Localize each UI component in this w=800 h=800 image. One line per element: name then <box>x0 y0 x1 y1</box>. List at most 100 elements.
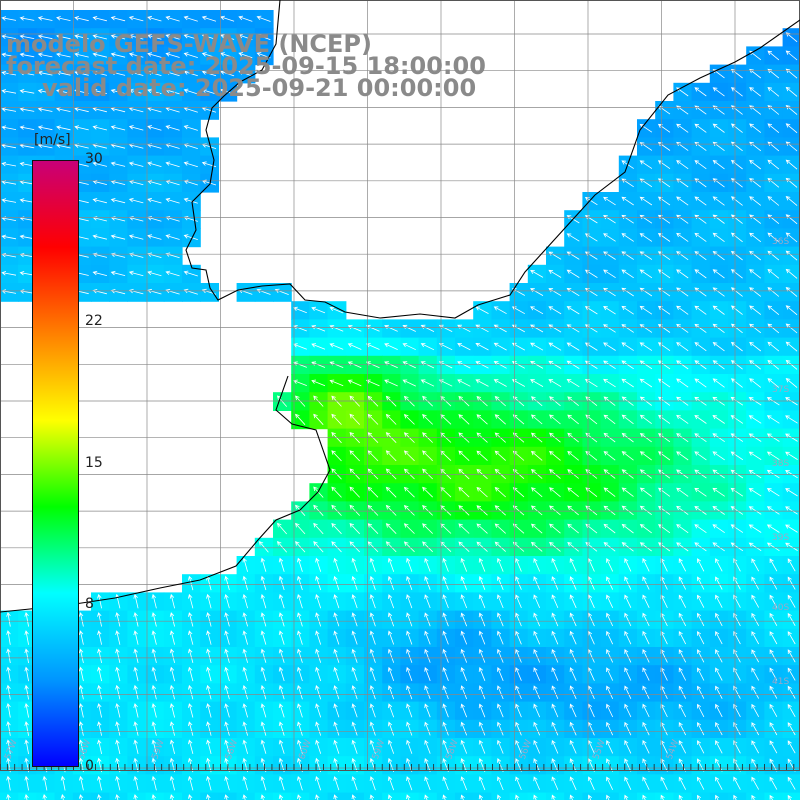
wind-arrow <box>406 666 413 682</box>
wind-arrow <box>351 666 358 682</box>
wind-arrow <box>587 594 595 609</box>
wind-arrow <box>678 685 687 699</box>
wind-arrow <box>787 703 796 717</box>
wind-arrow <box>642 612 650 627</box>
wind-arrow <box>422 486 433 498</box>
wind-arrow <box>311 325 326 332</box>
wind-arrow <box>730 287 743 297</box>
wind-arrow <box>1 271 17 276</box>
wind-arrow <box>715 776 723 790</box>
wind-arrow <box>587 685 595 700</box>
wind-arrow <box>606 776 614 790</box>
wind-arrow <box>730 269 743 279</box>
wind-arrow <box>206 775 212 791</box>
wind-arrow <box>19 52 35 58</box>
wind-arrow <box>694 305 707 315</box>
wind-arrow <box>621 305 634 315</box>
wind-arrow <box>785 506 798 515</box>
wind-arrow <box>767 141 780 152</box>
wind-cell <box>673 792 693 800</box>
wind-arrow <box>169 721 175 736</box>
wind-arrow <box>624 721 632 736</box>
wind-arrow <box>224 648 230 663</box>
wind-arrow <box>549 541 561 552</box>
wind-arrow <box>730 123 743 133</box>
wind-arrow <box>369 557 376 572</box>
wind-arrow <box>749 141 762 152</box>
wind-arrow <box>749 341 762 352</box>
wind-arrow <box>256 15 271 22</box>
wind-arrow <box>533 594 541 609</box>
wind-arrow <box>493 306 507 315</box>
wind-arrow <box>606 594 614 608</box>
wind-arrow <box>256 33 271 41</box>
model-title: modelo GEFS-WAVE (NCEP) <box>6 30 372 58</box>
wind-arrow <box>424 794 429 800</box>
wind-arrow <box>769 612 778 626</box>
wind-arrow <box>313 541 324 553</box>
wind-arrow <box>147 34 162 40</box>
wind-arrow <box>19 70 35 76</box>
wind-arrow <box>533 685 541 700</box>
wind-arrow <box>694 451 707 461</box>
wind-arrow <box>403 414 415 425</box>
wind-arrow <box>548 342 562 351</box>
wind-arrow <box>676 269 689 279</box>
wind-arrow <box>621 523 634 534</box>
wind-arrow <box>165 161 180 168</box>
wind-arrow <box>406 612 413 627</box>
wind-arrow <box>751 649 760 663</box>
wind-arrow <box>587 630 595 645</box>
wind-arrow <box>188 666 194 682</box>
wind-arrow <box>621 414 634 425</box>
wind-arrow <box>351 685 358 700</box>
wind-arrow <box>169 630 175 645</box>
wind-arrow <box>224 721 230 736</box>
wind-arrow <box>276 522 288 535</box>
wind-arrow <box>242 666 248 682</box>
wind-arrow <box>730 451 744 461</box>
wind-arrow <box>92 52 107 58</box>
wind-arrow <box>551 594 559 609</box>
wind-cell <box>782 119 800 138</box>
wind-arrow <box>24 739 29 755</box>
wind-arrow <box>347 379 362 387</box>
wind-arrow <box>224 594 230 609</box>
wind-arrow <box>476 541 488 552</box>
wind-arrow <box>767 232 780 243</box>
wind-arrow <box>333 630 340 645</box>
wind-arrow <box>60 775 66 791</box>
wind-arrow <box>497 721 504 736</box>
wind-arrow <box>369 685 376 700</box>
wind-arrow <box>587 667 595 681</box>
wind-arrow <box>642 794 647 800</box>
wind-arrow <box>331 450 342 462</box>
wind-arrow <box>1 34 17 39</box>
wind-arrow <box>206 612 212 627</box>
wind-arrow <box>188 630 194 645</box>
wind-arrow <box>387 703 395 718</box>
wind-arrow <box>242 557 248 572</box>
wind-arrow <box>676 542 689 552</box>
wind-arrow <box>767 378 780 388</box>
wind-arrow <box>313 413 324 425</box>
wind-arrow <box>278 612 285 627</box>
wind-arrow <box>369 594 376 609</box>
wind-arrow <box>676 487 689 497</box>
wind-arrow <box>97 794 102 800</box>
wind-arrow <box>242 739 248 754</box>
wind-arrow <box>351 594 358 609</box>
wind-cell <box>782 101 800 120</box>
wind-arrow <box>587 648 595 663</box>
wind-arrow <box>278 648 285 663</box>
wind-arrow <box>133 684 139 700</box>
wind-arrow <box>147 70 162 76</box>
wind-arrow <box>92 234 107 240</box>
wind-arrow <box>569 576 577 590</box>
wind-arrow <box>497 594 504 609</box>
wind-arrow <box>515 557 522 572</box>
wind-arrow <box>639 233 653 242</box>
wind-arrow <box>151 630 157 645</box>
wind-arrow <box>297 557 303 572</box>
wind-arrow <box>278 794 284 800</box>
